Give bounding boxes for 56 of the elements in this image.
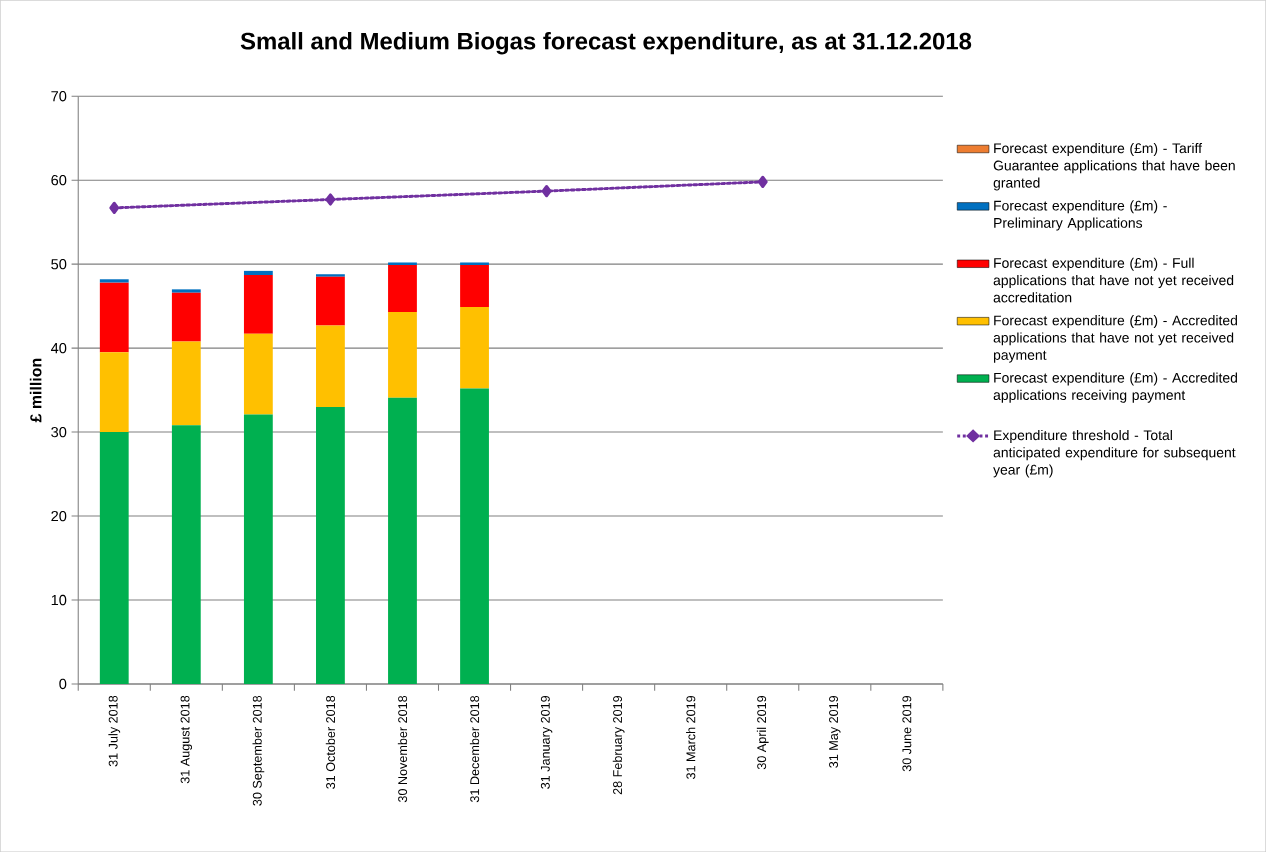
x-tick-label: 31 March 2019 (686, 695, 696, 779)
x-tick-label: 30 April 2019 (756, 695, 769, 770)
bar (243, 274, 273, 334)
bar (316, 274, 345, 277)
bar (388, 397, 417, 684)
point (109, 201, 120, 214)
chart-title: Small and Medium Biogas forecast expenditure, as at 31.12.2018 (240, 31, 972, 55)
y-tick-label: 60 (51, 174, 67, 186)
x-tick-label: 31 October 2018 (325, 695, 336, 789)
bar (388, 311, 417, 398)
legend-label: Forecast expenditure (£m) - Accredited applications that have not yet received payment (993, 315, 1237, 363)
x-tick-label: 30 September 2018 (252, 695, 265, 806)
legend-label: Expenditure threshold - Total anticipated expenditure for subsequent year (£m) (993, 429, 1236, 478)
legend-label: Forecast expenditure (£m) - Preliminary Applications (994, 200, 1167, 231)
bar (171, 341, 201, 426)
bar (171, 425, 201, 684)
bar (99, 282, 129, 353)
bar (460, 306, 489, 389)
x-tick-label: 31 August 2018 (180, 695, 193, 784)
x-tick-label: 31 January 2019 (540, 695, 553, 789)
x-tick-label: 31 May 2019 (829, 695, 841, 768)
x-tick-label: 31 December 2018 (469, 695, 480, 803)
y-tick-label: 70 (51, 90, 67, 102)
legend-label: Forecast expenditure (£m) - Full applications that have not yet received accreditation (993, 257, 1234, 303)
y-tick-label: 40 (50, 342, 67, 354)
y-axis-title: £ million (29, 358, 42, 423)
bar (388, 262, 417, 265)
x-tick-label: 30 November 2018 (397, 695, 408, 803)
bar (99, 279, 129, 283)
bar (243, 270, 273, 275)
bar (171, 289, 201, 293)
x-tick-label: 28 February 2019 (612, 695, 625, 795)
y-tick-label: 0 (59, 678, 67, 690)
bar (316, 325, 345, 407)
bar (460, 388, 489, 684)
y-tick-label: 50 (51, 258, 67, 270)
y-tick-label: 10 (51, 594, 67, 606)
bar (388, 264, 417, 312)
bar (460, 262, 489, 265)
x-tick-label: 31 July 2018 (108, 695, 121, 767)
y-tick-label: 20 (51, 510, 67, 522)
bar (243, 333, 273, 415)
x-tick-label: 30 June 2019 (902, 695, 912, 772)
bar (99, 432, 129, 684)
bar (171, 292, 201, 342)
legend-label: Forecast expenditure (£m) - Accredited applications receiving payment (993, 372, 1237, 403)
legend-label: Forecast expenditure (£m) - Tariff Guarantee applications that have been granted (993, 142, 1235, 191)
bar (316, 276, 345, 326)
bar (243, 414, 273, 684)
y-tick-label: 30 (51, 426, 67, 438)
bar (460, 264, 489, 307)
point (541, 184, 552, 198)
point (325, 193, 336, 206)
bar (316, 406, 345, 684)
point (757, 175, 768, 188)
bar (99, 352, 129, 432)
